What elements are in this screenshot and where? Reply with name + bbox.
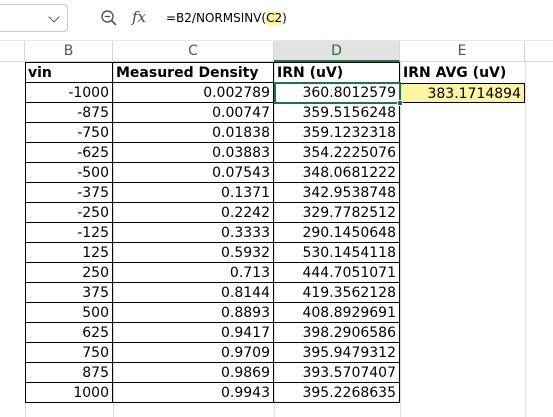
table-row: -125 0.3333 290.1450648 [0, 223, 553, 243]
table-row: -375 0.1371 342.9538748 [0, 183, 553, 203]
column-header-d[interactable]: D [274, 41, 400, 62]
table-row: 500 0.8893 408.8929691 [0, 303, 553, 323]
table-row: -250 0.2242 329.7782512 [0, 203, 553, 223]
cell-irn[interactable]: 290.1450648 [274, 223, 400, 243]
cell-measured-density[interactable]: 0.9709 [113, 343, 274, 363]
cell-vin[interactable]: 1000 [25, 383, 113, 403]
cell-irn[interactable]: 348.0681222 [274, 163, 400, 183]
cell-irn[interactable]: 419.3562128 [274, 283, 400, 303]
cell-vin[interactable]: -1000 [25, 83, 113, 103]
cell-vin[interactable]: 500 [25, 303, 113, 323]
column-header-e[interactable]: E [400, 41, 525, 62]
cell-vin[interactable]: -750 [25, 123, 113, 143]
gridline [400, 62, 401, 417]
table-row: -750 0.01838 359.1232318 [0, 123, 553, 143]
column-header-blank [0, 41, 25, 62]
table-row: 250 0.713 444.7051071 [0, 263, 553, 283]
cell-measured-density[interactable]: 0.9943 [113, 383, 274, 403]
table-row: -500 0.07543 348.0681222 [0, 163, 553, 183]
column-header-b[interactable]: B [25, 41, 113, 62]
cell-measured-density[interactable]: 0.03883 [113, 143, 274, 163]
column-header-c[interactable]: C [113, 41, 274, 62]
table-row: -1000 0.002789 360.8012579 [0, 83, 553, 103]
cell-vin[interactable]: -875 [25, 103, 113, 123]
cell-vin[interactable]: -625 [25, 143, 113, 163]
table-row: 875 0.9869 393.5707407 [0, 363, 553, 383]
cell-vin[interactable]: 125 [25, 243, 113, 263]
cell-measured-density[interactable]: 0.3333 [113, 223, 274, 243]
cell-irn[interactable]: 329.7782512 [274, 203, 400, 223]
cell-measured-density[interactable]: 0.8893 [113, 303, 274, 323]
chevron-down-icon[interactable] [48, 11, 60, 23]
cell-vin[interactable]: -500 [25, 163, 113, 183]
cell-measured-density[interactable]: 0.00747 [113, 103, 274, 123]
cell-irn[interactable]: 359.1232318 [274, 123, 400, 143]
header-measured-density[interactable]: Measured Density [113, 63, 274, 83]
column-header-strip: B C D E [0, 40, 553, 62]
cell-measured-density[interactable]: 0.01838 [113, 123, 274, 143]
spreadsheet-grid: vin Measured Density IRN (uV) IRN AVG (u… [0, 62, 553, 417]
cell-irn[interactable]: 395.9479312 [274, 343, 400, 363]
cell-irn[interactable]: 360.8012579 [274, 83, 400, 103]
cell-measured-density[interactable]: 0.713 [113, 263, 274, 283]
cell-measured-density[interactable]: 0.002789 [113, 83, 274, 103]
cell-measured-density[interactable]: 0.8144 [113, 283, 274, 303]
table-row: 125 0.5932 530.1454118 [0, 243, 553, 263]
cell-irn[interactable]: 342.9538748 [274, 183, 400, 203]
header-irn-avg[interactable]: IRN AVG (uV) [403, 65, 507, 81]
table-row: 750 0.9709 395.9479312 [0, 343, 553, 363]
cell-measured-density[interactable]: 0.9417 [113, 323, 274, 343]
cell-irn[interactable]: 354.2225076 [274, 143, 400, 163]
cell-vin[interactable]: -125 [25, 223, 113, 243]
cell-vin[interactable]: -250 [25, 203, 113, 223]
formula-prefix: =B2/NORMSINV( [166, 11, 267, 25]
cell-vin[interactable]: 250 [25, 263, 113, 283]
gridline [525, 62, 526, 417]
table-row: 1000 0.9943 395.2268635 [0, 383, 553, 403]
name-box[interactable] [0, 4, 68, 32]
header-vin[interactable]: vin [25, 63, 113, 83]
irn-avg-value[interactable]: 383.1714894 [400, 83, 525, 103]
formula-ref: C2 [266, 11, 283, 25]
cell-measured-density[interactable]: 0.1371 [113, 183, 274, 203]
formula-bar: 𝑓x =B2/NORMSINV(C2) [0, 0, 553, 36]
table-row: 625 0.9417 398.2906586 [0, 323, 553, 343]
cell-irn[interactable]: 398.2906586 [274, 323, 400, 343]
cell-irn[interactable]: 395.2268635 [274, 383, 400, 403]
cell-vin[interactable]: 625 [25, 323, 113, 343]
cell-irn[interactable]: 530.1454118 [274, 243, 400, 263]
table-row: -625 0.03883 354.2225076 [0, 143, 553, 163]
header-irn[interactable]: IRN (uV) [274, 63, 400, 83]
table-row: -875 0.00747 359.5156248 [0, 103, 553, 123]
cell-vin[interactable]: 875 [25, 363, 113, 383]
gridline [274, 62, 275, 417]
gridline [113, 62, 114, 417]
cell-measured-density[interactable]: 0.5932 [113, 243, 274, 263]
cell-measured-density[interactable]: 0.9869 [113, 363, 274, 383]
table-header-row: vin Measured Density IRN (uV) IRN AVG (u… [0, 63, 553, 83]
formula-input[interactable]: =B2/NORMSINV(C2) [166, 9, 287, 28]
cell-measured-density[interactable]: 0.2242 [113, 203, 274, 223]
formula-suffix: ) [282, 11, 287, 25]
cell-irn[interactable]: 393.5707407 [274, 363, 400, 383]
cell-vin[interactable]: -375 [25, 183, 113, 203]
cell-vin[interactable]: 750 [25, 343, 113, 363]
fx-icon[interactable]: 𝑓x [132, 8, 147, 26]
zoom-icon[interactable] [100, 9, 118, 27]
cell-irn[interactable]: 359.5156248 [274, 103, 400, 123]
cell-measured-density[interactable]: 0.07543 [113, 163, 274, 183]
cell-irn[interactable]: 444.7051071 [274, 263, 400, 283]
table-row: 375 0.8144 419.3562128 [0, 283, 553, 303]
cell-irn[interactable]: 408.8929691 [274, 303, 400, 323]
cell-vin[interactable]: 375 [25, 283, 113, 303]
